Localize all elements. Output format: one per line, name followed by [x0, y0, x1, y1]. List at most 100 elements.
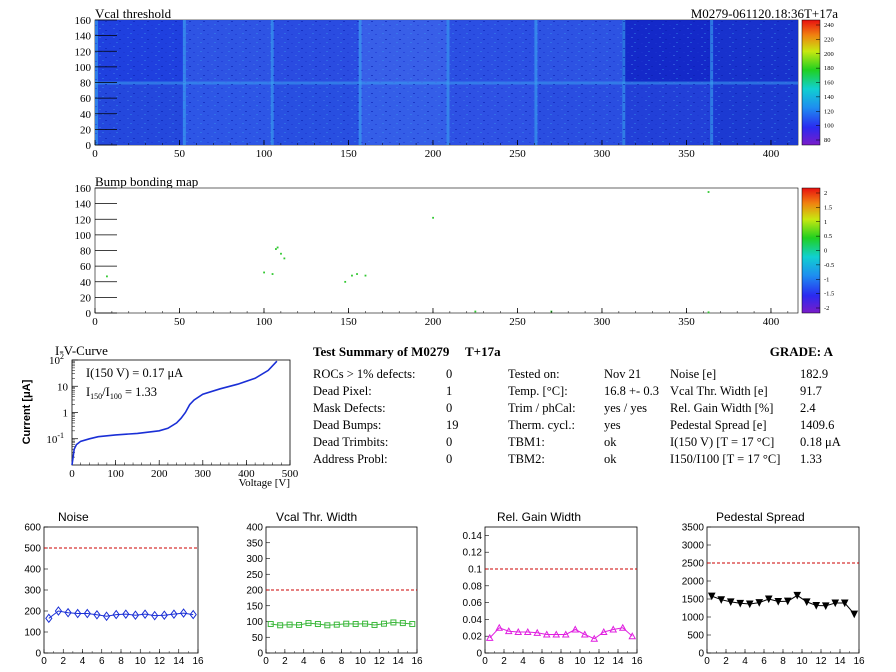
summary-label-3: Dead Bumps: — [313, 418, 382, 432]
y-tick-label: 1000 — [682, 613, 705, 624]
palette-tick-label: -0.5 — [824, 262, 834, 269]
palette-tick-label: 200 — [824, 51, 834, 58]
palette-tick-label: 220 — [824, 36, 834, 43]
palette-tick-label: 240 — [824, 22, 834, 29]
data-point — [580, 630, 589, 638]
palette-tick-label: 0.5 — [824, 233, 832, 240]
iv-x-tick-label: 100 — [107, 468, 124, 480]
x-tick-label: 300 — [594, 316, 611, 328]
summary-value-4: 0.18 μA — [800, 435, 841, 449]
y-tick-label: 3000 — [682, 541, 705, 552]
summary-col3-values: 182.9 91.7 2.4 1409.6 0.18 μA 1.33 — [800, 366, 841, 468]
x-tick-label: 10 — [135, 656, 147, 667]
data-point — [745, 600, 754, 609]
dead-bump-point — [707, 311, 710, 314]
data-point — [590, 634, 599, 642]
data-point — [523, 627, 532, 635]
data-point — [131, 610, 140, 621]
data-point — [45, 613, 53, 624]
summary-label-5: I150/I100 [T = 17 °C] — [670, 452, 781, 466]
series-line — [489, 627, 633, 640]
palette-tick-label: 180 — [824, 65, 834, 72]
data-point — [371, 621, 378, 628]
x-tick-label: 2 — [723, 656, 729, 667]
iv-ylabel: Current [μA] — [21, 379, 33, 444]
palette-tick-label: 120 — [824, 108, 834, 115]
x-tick-label: 100 — [256, 148, 273, 160]
data-point — [783, 597, 792, 606]
summary-temp-label: T+17a — [465, 344, 501, 359]
y-tick-label: 160 — [75, 183, 92, 195]
data-point — [333, 621, 340, 628]
x-tick-label: 100 — [256, 316, 273, 328]
y-tick-label: 40 — [80, 109, 92, 121]
y-tick-label: 100 — [246, 617, 263, 628]
data-point — [399, 620, 406, 627]
y-tick-label: 400 — [24, 565, 41, 576]
x-tick-label: 0 — [263, 656, 269, 667]
x-tick-label: 0 — [92, 148, 98, 160]
data-point — [736, 599, 745, 608]
iv-curve-line — [71, 360, 278, 466]
summary-value-5: 1.33 — [800, 452, 822, 466]
grade: GRADE: A — [770, 344, 834, 359]
x-tick-label: 4 — [742, 656, 748, 667]
x-tick-label: 12 — [593, 656, 605, 667]
data-point — [64, 607, 72, 618]
x-tick-label: 16 — [411, 656, 423, 667]
summary-col1-labels: ROCs > 1% defects: Dead Pixel: Mask Defect… — [313, 366, 416, 468]
x-tick-label: 0 — [704, 656, 710, 667]
iv-frame — [71, 359, 291, 466]
dead-bump-point — [351, 274, 353, 277]
summary-value-1: 16.8 +- 0.3 — [604, 384, 659, 398]
y-tick-label: 3500 — [682, 523, 705, 534]
y-tick-label: 250 — [246, 570, 263, 581]
data-point — [812, 601, 821, 610]
roc-chart-1: Vcal Thr. Width 0 2 4 6 8 10 12 14 16 0 50 100 150 200… — [246, 510, 423, 667]
data-point — [514, 627, 523, 635]
y-tick-label: 0.04 — [463, 615, 483, 626]
x-tick-label: 350 — [678, 148, 695, 160]
iv-x-tick-label: 500 — [282, 468, 299, 480]
y-tick-label: 80 — [80, 78, 92, 90]
dead-bump-point — [432, 216, 434, 219]
data-point — [504, 627, 513, 635]
dead-bump-point — [356, 273, 358, 275]
data-point — [314, 621, 321, 628]
data-point — [362, 620, 369, 627]
data-point — [609, 625, 618, 633]
dead-bump-point — [263, 271, 265, 274]
vcal-map-title: Vcal threshold — [95, 6, 172, 21]
summary-label-4: I(150 V) [T = 17 °C] — [670, 435, 775, 449]
vcal-heatmap: 0 50 100 150 200 250 300 350 4000204060801001201… — [75, 15, 799, 160]
y-tick-label: 0.02 — [463, 632, 483, 643]
summary-value-1: 1 — [446, 384, 453, 398]
data-point — [571, 625, 580, 633]
palette-tick-label: 2 — [824, 190, 827, 197]
data-point — [305, 620, 312, 627]
data-point — [717, 596, 726, 604]
summary-value-3: 19 — [446, 418, 459, 432]
x-tick-label: 200 — [425, 316, 442, 328]
x-tick-label: 4 — [301, 656, 307, 667]
y-tick-label: 200 — [246, 586, 263, 597]
data-point — [54, 606, 63, 616]
data-point — [343, 620, 350, 627]
x-tick-label: 16 — [631, 656, 643, 667]
iv-title: I-V-Curve — [55, 343, 108, 358]
data-point — [296, 621, 303, 628]
x-tick-label: 6 — [99, 656, 105, 667]
summary-title: Test Summary of M0279 — [313, 344, 450, 359]
summary-label-2: Rel. Gain Width [%] — [670, 401, 774, 415]
y-tick-label: 0 — [257, 649, 263, 660]
summary-label-2: Trim / phCal: — [508, 401, 576, 415]
y-tick-label: 120 — [75, 46, 92, 58]
summary-label-0: ROCs > 1% defects: — [313, 367, 416, 381]
palette-tick-label: 80 — [824, 137, 831, 144]
summary-label-0: Tested on: — [508, 367, 560, 381]
summary-label-0: Noise [e] — [670, 367, 717, 381]
summary-label-3: Pedestal Spread [e] — [670, 418, 767, 432]
y-tick-label: 100 — [24, 628, 41, 639]
dead-bump-point — [271, 273, 274, 275]
palette-tick-label: -1 — [824, 276, 829, 283]
